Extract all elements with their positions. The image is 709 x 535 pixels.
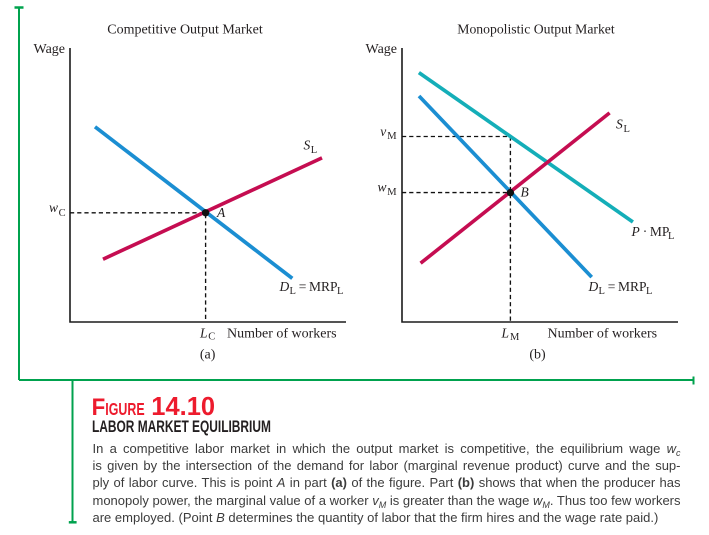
svg-text:S: S xyxy=(616,117,623,132)
svg-text:Wage: Wage xyxy=(34,42,66,57)
svg-text:D: D xyxy=(588,279,599,294)
svg-text:S: S xyxy=(304,138,311,153)
svg-text:M: M xyxy=(510,332,520,343)
svg-text:L: L xyxy=(646,286,652,297)
svg-text:L: L xyxy=(501,325,510,340)
svg-text:v: v xyxy=(380,124,386,139)
svg-text:L: L xyxy=(624,124,630,135)
svg-text:· MP: · MP xyxy=(640,224,669,239)
svg-text:L: L xyxy=(337,286,343,297)
svg-text:L: L xyxy=(290,286,296,297)
svg-text:L: L xyxy=(199,325,208,340)
svg-text:B: B xyxy=(521,184,529,199)
svg-text:Number of workers: Number of workers xyxy=(227,326,337,341)
svg-text:L: L xyxy=(599,286,605,297)
svg-text:D: D xyxy=(279,279,290,294)
svg-text:w: w xyxy=(378,180,387,195)
svg-text:A: A xyxy=(216,205,226,220)
svg-text:F: F xyxy=(92,393,106,420)
svg-text:L: L xyxy=(668,231,674,242)
svg-text:Wage: Wage xyxy=(366,42,398,57)
svg-text:w: w xyxy=(49,200,58,215)
svg-text:Number of workers: Number of workers xyxy=(548,326,658,341)
svg-text:C: C xyxy=(208,332,215,343)
svg-text:(a): (a) xyxy=(200,348,216,363)
svg-text:IGURE: IGURE xyxy=(105,400,144,420)
svg-text:P: P xyxy=(631,224,640,239)
svg-text:= MRP: = MRP xyxy=(605,279,647,294)
svg-text:= MRP: = MRP xyxy=(296,279,338,294)
svg-text:Competitive Output Market: Competitive Output Market xyxy=(107,23,263,38)
svg-text:L: L xyxy=(311,145,317,156)
svg-text:M: M xyxy=(387,187,397,198)
svg-text:Monopolistic Output Market: Monopolistic Output Market xyxy=(457,22,615,37)
svg-text:(b): (b) xyxy=(529,348,546,363)
svg-text:M: M xyxy=(387,131,397,142)
svg-text:LABOR MARKET EQUILIBRIUM: LABOR MARKET EQUILIBRIUM xyxy=(92,418,271,436)
svg-text:C: C xyxy=(59,208,66,219)
svg-text:14.10: 14.10 xyxy=(151,393,215,421)
